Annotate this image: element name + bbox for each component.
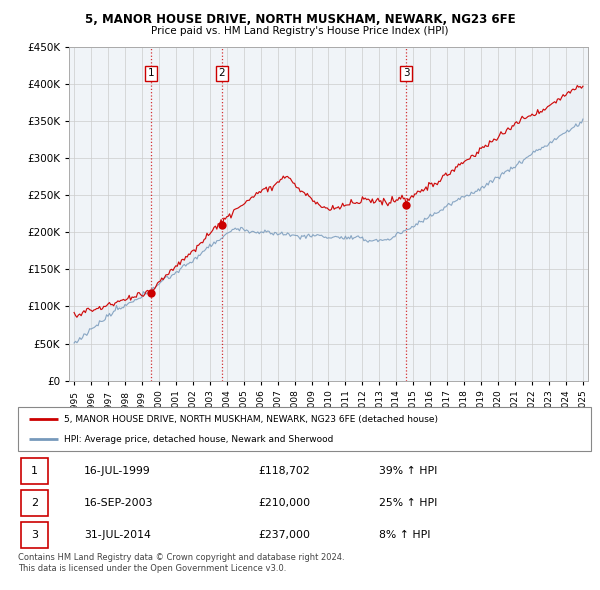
Text: 3: 3 [403, 68, 409, 78]
Text: HPI: Average price, detached house, Newark and Sherwood: HPI: Average price, detached house, Newa… [64, 435, 333, 444]
Text: £210,000: £210,000 [259, 498, 311, 508]
Text: 2: 2 [218, 68, 225, 78]
Text: 3: 3 [31, 530, 38, 540]
FancyBboxPatch shape [18, 407, 591, 451]
Text: Contains HM Land Registry data © Crown copyright and database right 2024.
This d: Contains HM Land Registry data © Crown c… [18, 553, 344, 573]
Text: £118,702: £118,702 [259, 466, 310, 476]
Text: 1: 1 [31, 466, 38, 476]
FancyBboxPatch shape [21, 522, 49, 548]
Text: 16-JUL-1999: 16-JUL-1999 [84, 466, 151, 476]
Text: 5, MANOR HOUSE DRIVE, NORTH MUSKHAM, NEWARK, NG23 6FE: 5, MANOR HOUSE DRIVE, NORTH MUSKHAM, NEW… [85, 13, 515, 26]
Text: 16-SEP-2003: 16-SEP-2003 [84, 498, 154, 508]
Text: 1: 1 [148, 68, 154, 78]
Text: 25% ↑ HPI: 25% ↑ HPI [379, 498, 437, 508]
FancyBboxPatch shape [21, 458, 49, 484]
Text: 8% ↑ HPI: 8% ↑ HPI [379, 530, 430, 540]
Text: £237,000: £237,000 [259, 530, 311, 540]
Text: 39% ↑ HPI: 39% ↑ HPI [379, 466, 437, 476]
Text: 31-JUL-2014: 31-JUL-2014 [84, 530, 151, 540]
Text: Price paid vs. HM Land Registry's House Price Index (HPI): Price paid vs. HM Land Registry's House … [151, 26, 449, 36]
Text: 5, MANOR HOUSE DRIVE, NORTH MUSKHAM, NEWARK, NG23 6FE (detached house): 5, MANOR HOUSE DRIVE, NORTH MUSKHAM, NEW… [64, 415, 438, 424]
FancyBboxPatch shape [21, 490, 49, 516]
Text: 2: 2 [31, 498, 38, 508]
